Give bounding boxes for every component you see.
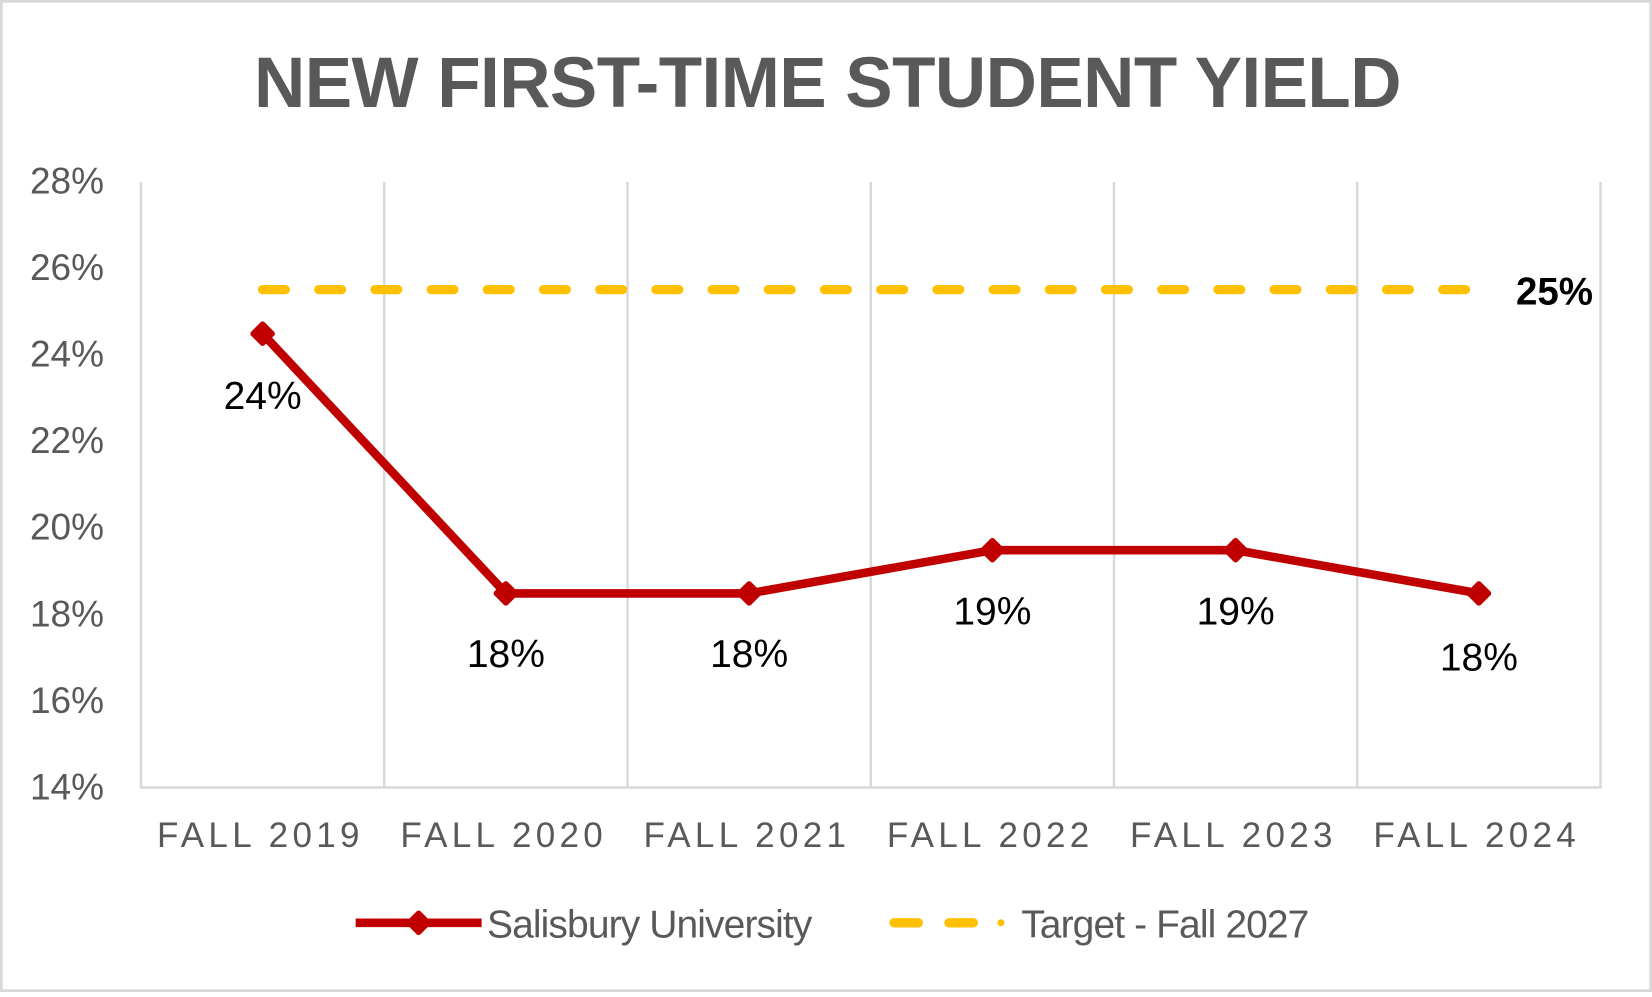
svg-text:FALL 2023: FALL 2023: [1130, 816, 1337, 855]
svg-text:18%: 18%: [467, 633, 545, 676]
svg-text:FALL 2019: FALL 2019: [157, 816, 364, 855]
svg-text:16%: 16%: [30, 680, 104, 721]
svg-text:25%: 25%: [1516, 271, 1593, 314]
svg-text:24%: 24%: [224, 375, 302, 418]
svg-text:24%: 24%: [30, 334, 104, 375]
svg-text:22%: 22%: [30, 420, 104, 461]
svg-text:28%: 28%: [30, 160, 104, 201]
svg-text:FALL 2024: FALL 2024: [1373, 816, 1580, 855]
svg-text:26%: 26%: [30, 247, 104, 288]
svg-text:Target - Fall 2027: Target - Fall 2027: [1021, 903, 1308, 946]
svg-text:19%: 19%: [953, 591, 1031, 634]
svg-text:18%: 18%: [710, 633, 788, 676]
svg-text:NEW FIRST-TIME STUDENT YIELD: NEW FIRST-TIME STUDENT YIELD: [254, 44, 1401, 123]
svg-text:14%: 14%: [30, 767, 104, 808]
svg-text:20%: 20%: [30, 507, 104, 548]
svg-text:Salisbury University: Salisbury University: [487, 903, 813, 946]
svg-text:FALL 2021: FALL 2021: [644, 816, 851, 855]
svg-text:FALL 2022: FALL 2022: [887, 816, 1094, 855]
svg-text:18%: 18%: [1440, 637, 1518, 680]
svg-text:19%: 19%: [1197, 591, 1275, 634]
svg-text:18%: 18%: [30, 593, 104, 634]
svg-text:FALL 2020: FALL 2020: [400, 816, 607, 855]
